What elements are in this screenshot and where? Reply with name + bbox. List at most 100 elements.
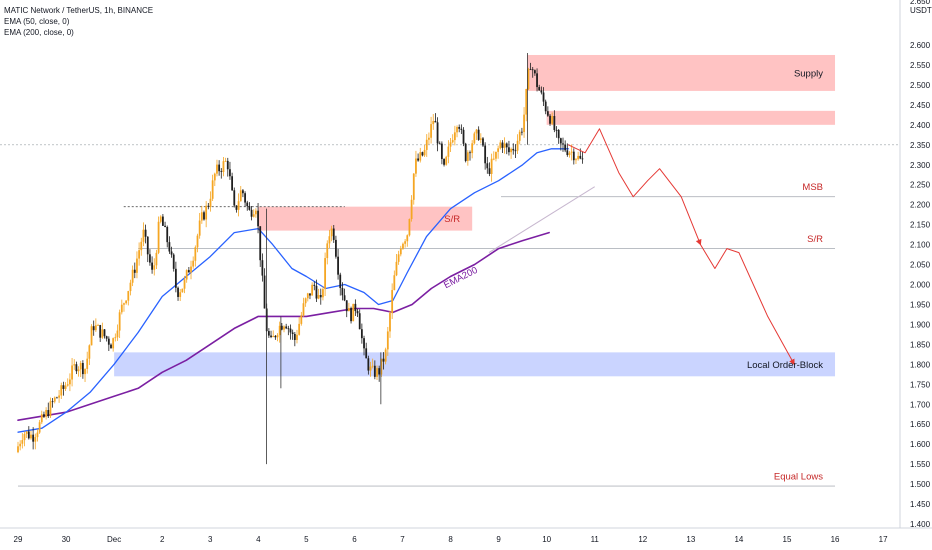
candle-body	[518, 131, 521, 141]
candle-body	[66, 384, 69, 386]
candle-body	[246, 202, 249, 207]
candle-body	[497, 148, 500, 152]
x-tick-label: 4	[256, 535, 261, 544]
candle-body	[542, 92, 545, 102]
candle-body	[332, 228, 335, 240]
candle-body	[527, 69, 530, 89]
candle-body	[486, 163, 489, 169]
zone-local-order-block	[114, 352, 836, 377]
candle-body	[538, 87, 541, 91]
candle-body	[393, 275, 396, 291]
candle-body	[209, 198, 212, 207]
candle-body	[144, 229, 147, 237]
candle-body	[335, 239, 337, 257]
candle-body	[330, 228, 333, 237]
candle-body	[164, 225, 166, 227]
candle-body	[151, 262, 153, 270]
candle-body	[242, 190, 244, 194]
ema200-legend[interactable]: EMA (200, close, 0)	[4, 28, 74, 37]
candle-body	[211, 180, 214, 199]
candle-body	[300, 315, 303, 324]
candle-body	[75, 364, 78, 372]
x-tick-label: 13	[686, 535, 695, 544]
candle-body	[213, 173, 216, 181]
candle-body	[90, 326, 93, 346]
y-tick-label: 1.500	[910, 480, 931, 489]
candle-body	[546, 111, 549, 116]
candle-body	[417, 158, 419, 161]
candle-body	[575, 159, 577, 161]
candle-body	[562, 143, 564, 145]
trendline	[488, 186, 595, 253]
candle-body	[207, 205, 210, 207]
y-tick-label: 1.600	[910, 440, 931, 449]
candle-body	[32, 434, 35, 442]
candle-body	[326, 243, 329, 259]
candle-body	[328, 236, 331, 244]
candle-body	[514, 150, 517, 152]
candle-body	[544, 101, 547, 112]
candle-body	[274, 335, 277, 338]
x-tick-label: 17	[879, 535, 888, 544]
zone-label-supply: Supply	[794, 68, 823, 79]
candle-body	[216, 164, 218, 174]
candle-body	[278, 325, 281, 336]
candle-body	[557, 129, 560, 139]
candle-body	[360, 329, 363, 339]
candle-body	[488, 168, 491, 174]
candle-body	[581, 158, 584, 160]
candle-body	[45, 410, 48, 417]
candle-body	[471, 143, 474, 154]
candle-body	[380, 358, 383, 375]
candle-body	[445, 156, 448, 165]
candle-body	[367, 358, 370, 371]
candle-body	[263, 275, 266, 309]
candles	[17, 52, 584, 465]
candle-body	[200, 212, 203, 221]
candle-body	[114, 337, 117, 339]
candle-body	[101, 329, 104, 338]
candle-body	[116, 330, 119, 338]
ema50-legend[interactable]: EMA (50, close, 0)	[4, 17, 70, 26]
candle-body	[129, 282, 132, 292]
candle-body	[419, 152, 422, 161]
candle-body	[237, 201, 240, 210]
candle-body	[553, 116, 556, 130]
zone-label-local-order-block: Local Order-Block	[747, 360, 823, 371]
candle-body	[438, 143, 441, 145]
candle-body	[112, 338, 115, 349]
candle-body	[434, 120, 437, 123]
candle-body	[464, 143, 467, 161]
candle-body	[92, 326, 95, 331]
candle-body	[436, 122, 439, 144]
y-tick-label: 2.250	[910, 181, 931, 190]
candle-body	[149, 254, 151, 263]
x-tick-label: 3	[208, 535, 213, 544]
candle-body	[365, 348, 368, 359]
candle-body	[233, 190, 236, 206]
time-axis: 29 30 Dec 2 3 4 5 6 7 8 9 10 11 12 13 14 15 16 17	[14, 535, 889, 544]
candle-body	[296, 334, 298, 340]
candle-body	[79, 363, 82, 370]
ema50-line	[17, 148, 569, 433]
candle-body	[382, 358, 385, 362]
candle-body	[222, 161, 225, 173]
candle-body	[205, 205, 208, 220]
candle-body	[525, 88, 528, 115]
candle-body	[88, 345, 91, 359]
candle-body	[81, 363, 84, 375]
x-tick-label: 11	[591, 535, 600, 544]
candle-body	[456, 126, 458, 133]
candle-body	[103, 329, 106, 337]
candle-body	[123, 303, 125, 305]
x-tick-label: 12	[638, 535, 647, 544]
candle-body	[62, 385, 65, 389]
candle-body	[473, 133, 476, 144]
candle-body	[415, 158, 417, 174]
candle-body	[183, 279, 186, 289]
candle-body	[311, 284, 314, 296]
price-axis: 2.600 2.550 2.500 2.450 2.400 2.350 2.300 2.250…	[910, 0, 932, 529]
candle-body	[270, 335, 272, 338]
candle-body	[475, 129, 478, 134]
